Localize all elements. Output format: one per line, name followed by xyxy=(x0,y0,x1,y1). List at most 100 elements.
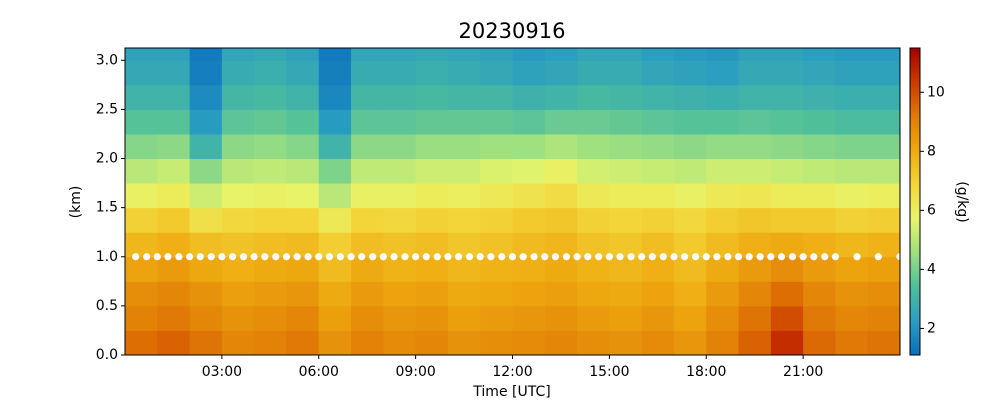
heatmap-cell xyxy=(415,232,449,258)
heatmap-cell xyxy=(512,109,546,135)
heatmap-cell xyxy=(480,158,513,184)
heatmap-cell xyxy=(157,330,191,355)
heatmap-cell xyxy=(835,232,869,258)
heatmap-cell xyxy=(221,48,255,61)
heatmap-cell xyxy=(835,60,869,86)
heatmap-cell xyxy=(480,60,513,86)
heatmap-cell xyxy=(577,60,610,86)
heatmap-cell xyxy=(609,232,643,258)
heatmap-cell xyxy=(480,183,513,209)
marker xyxy=(336,253,344,261)
heatmap-cell xyxy=(221,158,255,184)
heatmap-cell xyxy=(351,207,384,233)
marker xyxy=(691,253,700,261)
heatmap-cell xyxy=(512,207,546,233)
heatmap-cell xyxy=(641,232,675,258)
y-tick-label: 1.5 xyxy=(96,200,118,216)
heatmap-cell xyxy=(577,207,610,233)
heatmap-cell xyxy=(447,207,481,233)
heatmap-cell xyxy=(286,232,320,258)
heatmap-cell xyxy=(641,60,675,86)
marker xyxy=(724,253,732,261)
heatmap-cell xyxy=(835,281,869,307)
marker xyxy=(874,253,882,261)
heatmap-cell xyxy=(351,256,384,282)
heatmap-cell xyxy=(447,109,481,135)
x-tick-label: 03:00 xyxy=(202,364,242,380)
heatmap-cell xyxy=(415,207,449,233)
marker xyxy=(164,253,172,261)
heatmap-cell xyxy=(673,281,707,307)
heatmap-cell xyxy=(286,281,320,307)
heatmap-cell xyxy=(125,330,158,355)
heatmap-cell xyxy=(803,305,836,331)
heatmap-cell xyxy=(480,133,513,160)
heatmap-cell xyxy=(189,207,223,233)
heatmap-cell xyxy=(770,84,804,110)
heatmap-cell xyxy=(577,84,610,110)
heatmap-cell xyxy=(221,305,255,331)
heatmap-cell xyxy=(125,305,158,331)
heatmap-cell xyxy=(415,109,449,135)
heatmap-cell xyxy=(544,48,578,61)
heatmap-cell xyxy=(641,158,675,184)
heatmap-cell xyxy=(867,256,900,282)
heatmap-cell xyxy=(254,133,287,160)
heatmap-cell xyxy=(157,232,191,258)
marker xyxy=(444,253,452,261)
heatmap-cell xyxy=(286,109,320,135)
marker xyxy=(379,253,387,261)
marker xyxy=(756,253,764,261)
marker xyxy=(132,253,140,261)
heatmap-cell xyxy=(512,281,546,307)
heatmap-cell xyxy=(738,60,772,86)
heatmap-cell xyxy=(867,232,900,258)
heatmap-cell xyxy=(254,48,287,61)
heatmap-cell xyxy=(383,109,417,135)
heatmap-cell xyxy=(254,207,287,233)
heatmap-cell xyxy=(867,109,900,135)
marker xyxy=(734,253,743,261)
marker xyxy=(648,253,656,261)
heatmap-cell xyxy=(867,60,900,86)
heatmap-cell xyxy=(125,109,158,135)
heatmap-cell xyxy=(157,281,191,307)
heatmap-cell xyxy=(351,183,384,209)
heatmap-cell xyxy=(835,48,869,61)
heatmap-cell xyxy=(189,281,223,307)
heatmap-cell xyxy=(157,207,191,233)
heatmap-cell xyxy=(415,305,449,331)
marker xyxy=(530,253,538,261)
heatmap-cell xyxy=(706,84,740,110)
heatmap-cell xyxy=(286,207,320,233)
heatmap-cell xyxy=(221,330,255,355)
heatmap-cell xyxy=(803,232,836,258)
heatmap-cell xyxy=(738,330,772,355)
heatmap-cell xyxy=(415,60,449,86)
heatmap-cell xyxy=(867,183,900,209)
heatmap-cell xyxy=(318,330,352,355)
heatmap-cell xyxy=(286,48,320,61)
heatmap-cell xyxy=(835,330,869,355)
heatmap-cell xyxy=(577,281,610,307)
heatmap-cell xyxy=(770,330,804,355)
heatmap-cell xyxy=(835,207,869,233)
heatmap-cell xyxy=(286,84,320,110)
heatmap-cell xyxy=(351,60,384,86)
heatmap-cell xyxy=(447,305,481,331)
heatmap-cell xyxy=(318,232,352,258)
heatmap-cell xyxy=(641,109,675,135)
marker xyxy=(788,253,797,261)
heatmap-cell xyxy=(867,133,900,160)
heatmap-cell xyxy=(770,158,804,184)
heatmap-cell xyxy=(770,305,804,331)
heatmap-cell xyxy=(641,207,675,233)
heatmap-cell xyxy=(189,109,223,135)
heatmap-cell xyxy=(867,84,900,110)
marker xyxy=(196,253,204,261)
heatmap-cell xyxy=(738,48,772,61)
marker xyxy=(412,253,420,261)
heatmap-cell xyxy=(383,305,417,331)
marker xyxy=(465,253,474,261)
heatmap-cell xyxy=(125,84,158,110)
